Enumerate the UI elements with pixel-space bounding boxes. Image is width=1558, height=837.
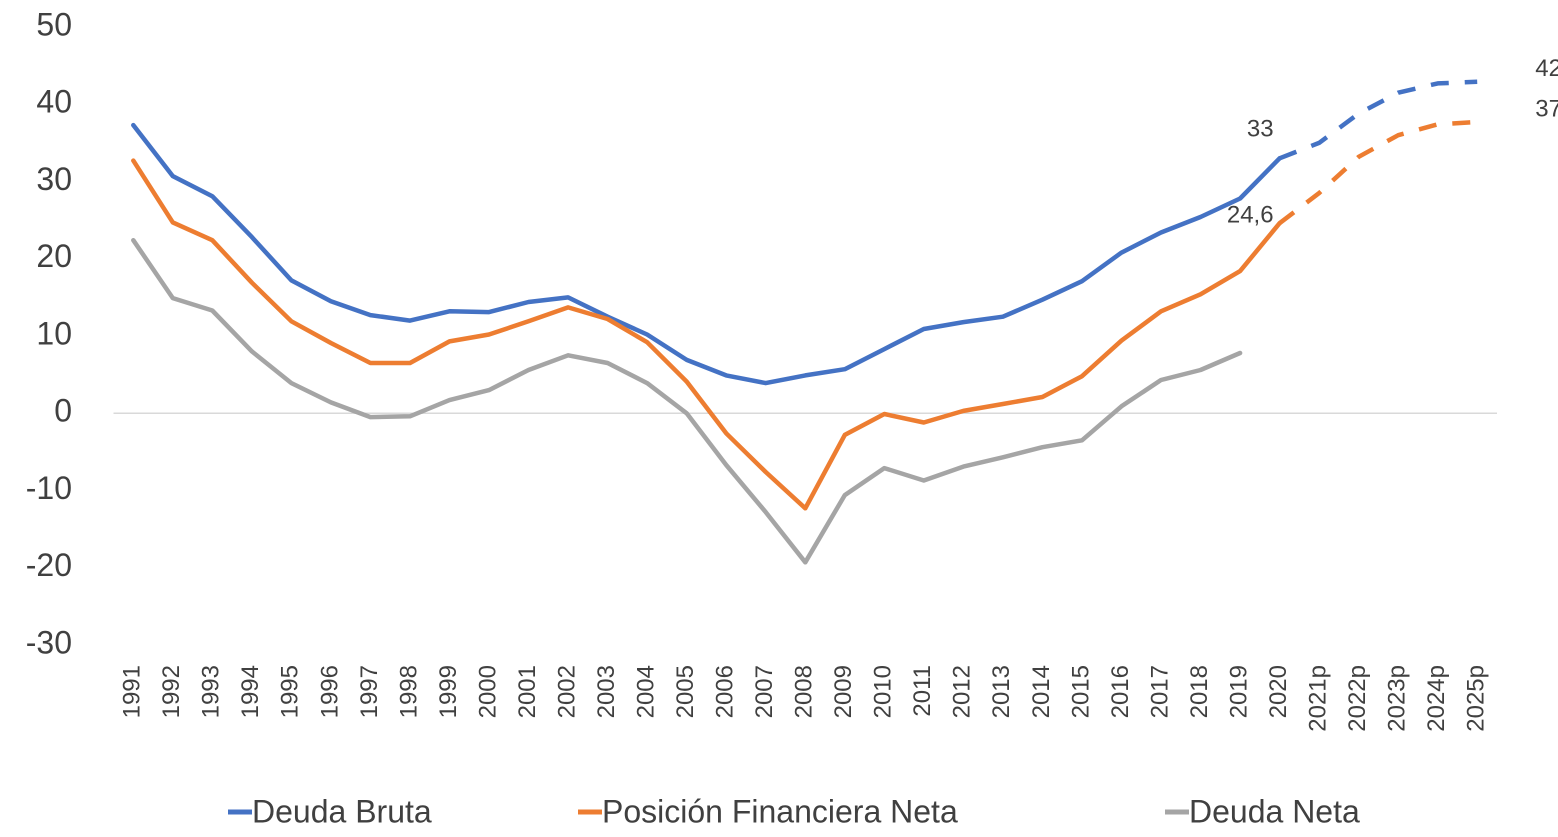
x-tick-label: 1999 bbox=[435, 665, 462, 718]
y-tick-label: 10 bbox=[36, 315, 72, 351]
x-tick-label: 2020 bbox=[1265, 665, 1292, 718]
x-tick-label: 2003 bbox=[593, 665, 620, 718]
series-line bbox=[131, 122, 1282, 386]
legend-label: Posición Financiera Neta bbox=[602, 793, 958, 829]
x-tick-label: 2017 bbox=[1146, 665, 1173, 718]
x-tick-label: 2018 bbox=[1186, 665, 1213, 718]
y-tick-label: 30 bbox=[36, 161, 72, 197]
x-tick-label: 2022p bbox=[1344, 665, 1371, 732]
x-tick-label: 1998 bbox=[395, 665, 422, 718]
x-tick-label: 2004 bbox=[632, 665, 659, 718]
projection-line bbox=[1278, 119, 1478, 225]
x-tick-label: 2023p bbox=[1384, 665, 1411, 732]
series-line bbox=[131, 237, 1243, 565]
x-tick-label: 2012 bbox=[949, 665, 976, 718]
x-tick-label: 2016 bbox=[1107, 665, 1134, 718]
y-tick-label: 20 bbox=[36, 238, 72, 274]
x-tick-label: 1992 bbox=[158, 665, 185, 718]
data-label: 37,7 bbox=[1535, 95, 1558, 122]
x-tick-label: 2024p bbox=[1423, 665, 1450, 732]
x-tick-label: 2019 bbox=[1225, 665, 1252, 718]
projection-line bbox=[1278, 79, 1478, 161]
x-tick-label: 2009 bbox=[830, 665, 857, 718]
x-tick-label: 2005 bbox=[672, 665, 699, 718]
x-tick-label: 2007 bbox=[751, 665, 778, 718]
x-tick-label: 1995 bbox=[277, 665, 304, 718]
x-tick-label: 2010 bbox=[870, 665, 897, 718]
data-label: 24,6 bbox=[1227, 202, 1274, 229]
x-tick-label: 1991 bbox=[119, 665, 146, 718]
series-line bbox=[131, 158, 1282, 511]
y-tick-label: 40 bbox=[36, 84, 72, 120]
legend-label: Deuda Neta bbox=[1189, 793, 1360, 829]
y-tick-label: -30 bbox=[26, 624, 72, 660]
legend-label: Deuda Bruta bbox=[252, 793, 432, 829]
y-tick-label: 0 bbox=[54, 393, 72, 429]
x-tick-label: 2002 bbox=[553, 665, 580, 718]
y-tick-label: 50 bbox=[36, 6, 72, 42]
x-tick-label: 2013 bbox=[988, 665, 1015, 718]
x-tick-label: 1994 bbox=[237, 665, 264, 718]
x-tick-label: 2000 bbox=[474, 665, 501, 718]
x-tick-label: 2015 bbox=[1067, 665, 1094, 718]
x-tick-label: 2025p bbox=[1463, 665, 1490, 732]
x-tick-label: 1996 bbox=[316, 665, 343, 718]
y-tick-label: -20 bbox=[26, 547, 72, 583]
x-tick-label: 2008 bbox=[791, 665, 818, 718]
x-tick-label: 2014 bbox=[1028, 665, 1055, 718]
x-tick-label: 1997 bbox=[356, 665, 383, 718]
x-tick-label: 2001 bbox=[514, 665, 541, 718]
x-tick-label: 1993 bbox=[198, 665, 225, 718]
x-tick-label: 2021p bbox=[1304, 665, 1331, 732]
x-tick-label: 2011 bbox=[909, 665, 936, 717]
data-label: 33 bbox=[1247, 116, 1274, 143]
x-tick-label: 2006 bbox=[712, 665, 739, 718]
y-tick-label: -10 bbox=[26, 470, 72, 506]
data-label: 42,9 bbox=[1535, 55, 1558, 82]
